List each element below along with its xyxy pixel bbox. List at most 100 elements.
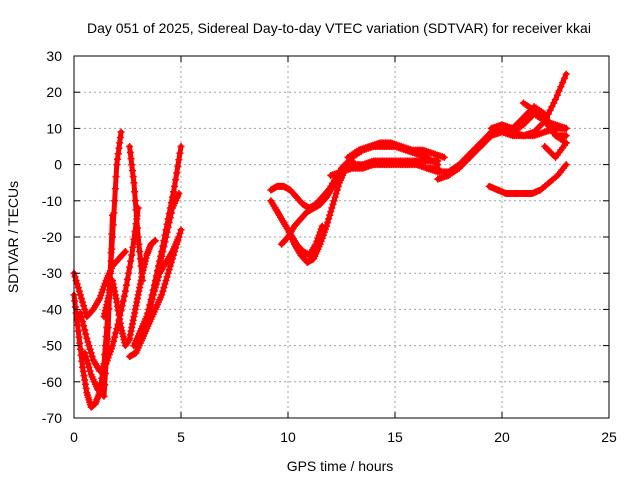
data-point-marker: [146, 305, 154, 313]
data-point-marker: [165, 209, 173, 217]
data-point-marker: [332, 190, 340, 198]
data-point-marker: [158, 291, 166, 299]
data-point-marker: [163, 220, 171, 228]
data-point-marker: [333, 186, 341, 194]
data-point-marker: [162, 226, 170, 234]
data-point-marker: [110, 337, 118, 345]
data-point-marker: [171, 182, 179, 190]
data-point-marker: [128, 251, 136, 259]
data-point-marker: [562, 70, 570, 78]
data-point-marker: [163, 273, 171, 281]
data-point-marker: [77, 295, 85, 303]
data-point-marker: [131, 188, 139, 196]
data-point-marker: [74, 321, 82, 329]
series-track-17: [344, 139, 448, 161]
data-point-marker: [122, 281, 130, 289]
data-point-marker: [128, 167, 136, 175]
data-point-marker: [112, 329, 120, 337]
data-point-marker: [73, 280, 81, 288]
data-point-marker: [327, 208, 335, 216]
data-point-marker: [88, 352, 96, 360]
data-point-marker: [175, 156, 183, 164]
series-track-6: [126, 143, 146, 284]
data-point-marker: [103, 346, 111, 354]
data-point-marker: [160, 237, 168, 245]
data-point-marker: [177, 143, 185, 150]
y-tick-label: -50: [42, 338, 62, 354]
data-point-marker: [111, 333, 119, 341]
data-point-marker: [80, 322, 88, 330]
data-point-marker: [161, 231, 169, 239]
y-tick-label: -10: [42, 193, 62, 209]
data-point-marker: [129, 173, 137, 181]
data-point-marker: [160, 284, 168, 292]
data-point-marker: [129, 243, 137, 251]
data-point-marker: [126, 263, 134, 271]
data-point-marker: [87, 349, 95, 357]
data-point-marker: [562, 132, 570, 140]
data-point-marker: [559, 79, 567, 87]
data-point-marker: [553, 91, 561, 99]
series-track-3: [76, 204, 142, 375]
data-point-marker: [133, 224, 141, 232]
data-point-marker: [121, 247, 129, 255]
data-point-marker: [126, 143, 134, 150]
data-point-marker: [557, 83, 565, 91]
data-point-marker: [74, 327, 82, 335]
data-point-marker: [331, 193, 339, 201]
data-point-marker: [75, 287, 83, 295]
y-tick-label: -30: [42, 265, 62, 281]
data-point-marker: [323, 222, 331, 230]
x-tick-label: 5: [177, 429, 185, 445]
data-point-marker: [76, 309, 84, 317]
data-point-marker: [541, 110, 549, 118]
data-point-marker: [102, 358, 110, 366]
y-tick-label: -70: [42, 410, 62, 426]
data-point-marker: [546, 106, 554, 114]
data-point-marker: [108, 230, 116, 238]
y-tick-label: 30: [46, 48, 62, 64]
data-point-marker: [133, 215, 141, 223]
x-tick-label: 0: [70, 429, 78, 445]
data-point-marker: [84, 338, 92, 346]
data-point-marker: [147, 301, 155, 309]
data-point-marker: [325, 215, 333, 223]
data-point-marker: [85, 342, 93, 350]
data-point-marker: [117, 128, 125, 136]
data-point-marker: [141, 325, 149, 333]
data-point-marker: [76, 291, 84, 299]
data-point-marker: [83, 334, 91, 342]
x-tick-label: 20: [494, 429, 510, 445]
data-point-marker: [112, 173, 120, 181]
y-tick-label: 0: [54, 157, 62, 173]
data-point-marker: [330, 197, 338, 205]
data-point-marker: [82, 330, 90, 338]
data-point-marker: [79, 298, 87, 306]
data-point-marker: [81, 326, 89, 334]
data-point-marker: [176, 149, 184, 157]
data-point-marker: [167, 199, 175, 207]
data-point-marker: [125, 269, 133, 277]
data-point-marker: [548, 103, 556, 111]
data-point-marker: [174, 162, 182, 170]
data-point-marker: [156, 257, 164, 265]
data-point-marker: [152, 280, 160, 288]
data-point-marker: [127, 155, 135, 163]
data-point-marker: [106, 267, 114, 275]
data-point-marker: [75, 333, 83, 341]
data-point-marker: [76, 345, 84, 353]
axis-ticks: 0 5 10 15 20 25 -70 -60 -50 -40 -30 -20 -10 0 10 20 30: [42, 48, 617, 445]
series-track-7: [126, 226, 185, 360]
series-track-4: [81, 211, 117, 400]
data-point-marker: [82, 352, 90, 360]
data-point-marker: [562, 139, 570, 147]
data-point-marker: [111, 197, 119, 205]
data-point-marker: [440, 153, 448, 161]
y-tick-label: -20: [42, 229, 62, 245]
data-point-marker: [127, 257, 135, 265]
data-point-marker: [158, 247, 166, 255]
data-point-marker: [145, 310, 153, 318]
x-tick-label: 10: [280, 429, 296, 445]
y-tick-label: -40: [42, 301, 62, 317]
